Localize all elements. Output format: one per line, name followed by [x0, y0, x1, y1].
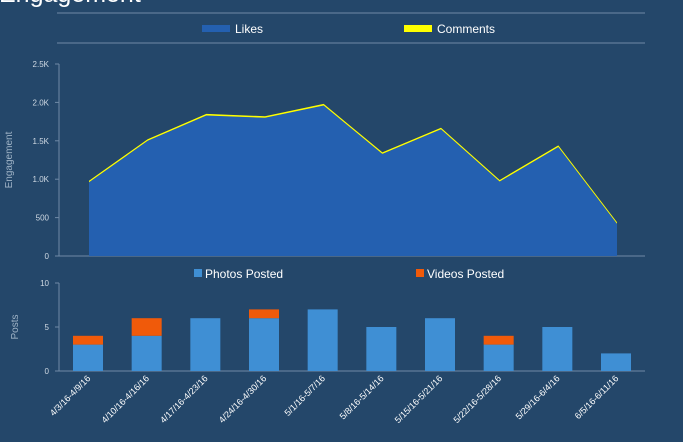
photos-bar: [425, 318, 455, 371]
videos-bar: [131, 318, 162, 336]
x-tick-label: 5/29/16-6/4/16: [514, 373, 562, 421]
page-title: Engagement: [0, 0, 141, 9]
x-tick-label: 4/3/16-4/9/16: [48, 373, 93, 418]
x-tick-label: 5/1/16-5/7/16: [283, 373, 328, 418]
x-tick-label: 5/8/16-5/14/16: [338, 373, 386, 421]
x-tick-label: 6/5/16-6/11/16: [573, 373, 621, 421]
photos-bar: [307, 309, 338, 371]
photos-bar: [601, 353, 631, 371]
photos-bar: [73, 344, 103, 371]
videos-bar: [249, 309, 279, 319]
videos-bar: [483, 335, 514, 345]
photos-bar: [190, 318, 221, 371]
legend-label-photos-posted: Photos Posted: [205, 267, 283, 281]
area-y-tick-label: 1.0K: [33, 175, 50, 184]
legend-label-likes: Likes: [235, 22, 263, 36]
photos-bar: [249, 318, 279, 371]
legend-swatch-likes: [202, 25, 230, 32]
legend-swatch-videos-posted: [416, 269, 424, 277]
likes-area: [89, 105, 617, 256]
bar-y-tick-label: 10: [40, 279, 49, 288]
legend-swatch-comments: [404, 25, 432, 32]
photos-bar: [131, 335, 162, 371]
legend-label-videos-posted: Videos Posted: [427, 267, 504, 281]
x-tick-label: 4/24/16-4/30/16: [217, 373, 269, 425]
area-y-tick-label: 500: [36, 214, 50, 223]
x-tick-label: 4/17/16-4/23/16: [158, 373, 210, 425]
bar-y-tick-label: 0: [45, 367, 50, 376]
bar-y-tick-label: 5: [45, 323, 50, 332]
x-tick-label: 4/10/16-4/16/16: [99, 373, 151, 425]
bar-y-axis-title: Posts: [10, 314, 21, 339]
photos-bar: [542, 327, 573, 371]
legend-swatch-photos-posted: [194, 269, 202, 277]
x-tick-label: 5/22/16-5/28/16: [451, 373, 503, 425]
legend-label-comments: Comments: [437, 22, 495, 36]
photos-bar: [483, 344, 514, 371]
photos-bar: [366, 327, 397, 371]
area-y-axis-title: Engagement: [4, 131, 15, 188]
area-y-tick-label: 1.5K: [33, 137, 50, 146]
area-y-tick-label: 2.5K: [33, 60, 50, 69]
videos-bar: [73, 335, 103, 345]
area-y-tick-label: 0: [45, 252, 50, 261]
x-tick-label: 5/15/16-5/21/16: [393, 373, 445, 425]
area-y-tick-label: 2.0K: [33, 98, 50, 107]
